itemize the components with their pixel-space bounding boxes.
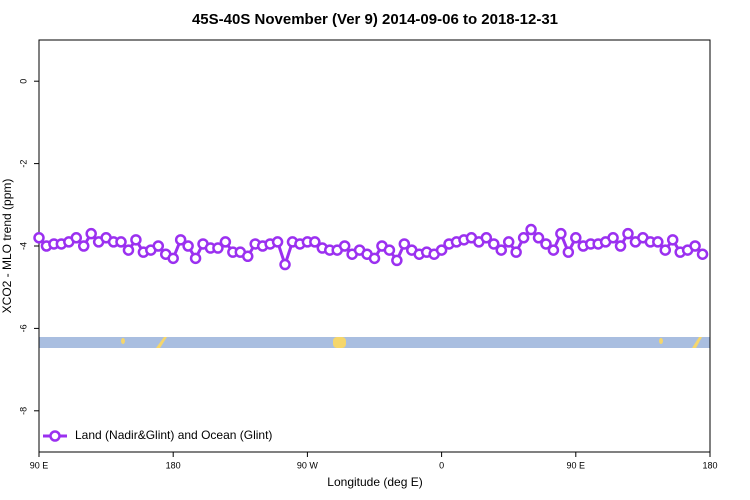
data-point — [659, 244, 672, 256]
data-point — [167, 252, 179, 265]
data-point — [614, 240, 627, 252]
data-point — [480, 232, 493, 244]
data-point — [495, 244, 507, 256]
data-point — [70, 232, 83, 244]
data-point — [368, 252, 381, 265]
x-tick-label: 180 — [166, 460, 181, 470]
data-point — [540, 238, 552, 250]
data-point — [152, 240, 165, 252]
data-point — [189, 252, 202, 265]
data-point — [607, 232, 619, 244]
data-point — [555, 227, 567, 240]
y-tick-label: 0 — [18, 79, 28, 84]
y-tick-label: -4 — [18, 242, 28, 250]
data-point — [122, 244, 135, 256]
y-tick-label: -2 — [18, 160, 28, 168]
data-point — [174, 234, 187, 246]
data-point — [562, 246, 575, 258]
data-point — [219, 236, 232, 248]
data-point — [77, 240, 90, 252]
data-point — [510, 246, 522, 258]
y-tick-label: -8 — [18, 407, 28, 415]
data-point — [85, 227, 97, 240]
x-tick-label: 180 — [702, 460, 717, 470]
data-point — [696, 248, 709, 260]
data-point — [435, 244, 448, 256]
data-point — [570, 232, 582, 244]
data-point — [115, 236, 127, 248]
data-point — [689, 240, 701, 252]
x-tick-label: 90 E — [30, 460, 49, 470]
y-tick-label: -6 — [18, 324, 28, 332]
x-tick-label: 90 E — [567, 460, 586, 470]
data-point — [279, 258, 291, 271]
data-point — [525, 223, 537, 236]
data-point — [532, 232, 545, 244]
legend-marker — [49, 430, 61, 442]
data-point — [398, 238, 411, 250]
data-point — [547, 244, 560, 256]
x-tick-label: 90 W — [297, 460, 319, 470]
data-point — [488, 238, 500, 250]
legend-label: Land (Nadir&Glint) and Ocean (Glint) — [75, 428, 272, 442]
data-point — [338, 240, 351, 252]
x-tick-label: 0 — [439, 460, 444, 470]
data-point — [622, 227, 634, 240]
data-point — [502, 236, 515, 248]
data-point — [309, 236, 321, 248]
data-point — [271, 236, 284, 248]
data-point — [242, 250, 254, 263]
data-point — [666, 234, 679, 246]
surface-strip — [39, 337, 710, 348]
y-axis-label: XCO2 - MLO trend (ppm) — [0, 179, 14, 314]
x-axis-label: Longitude (deg E) — [327, 475, 422, 489]
data-point — [182, 240, 194, 252]
data-point — [391, 254, 403, 267]
data-point — [33, 232, 45, 244]
data-point — [212, 242, 224, 254]
data-point — [383, 244, 396, 256]
chart-title: 45S-40S November (Ver 9) 2014-09-06 to 2… — [192, 11, 558, 28]
data-point — [517, 232, 530, 244]
data-point — [652, 236, 664, 248]
data-point — [130, 234, 142, 246]
